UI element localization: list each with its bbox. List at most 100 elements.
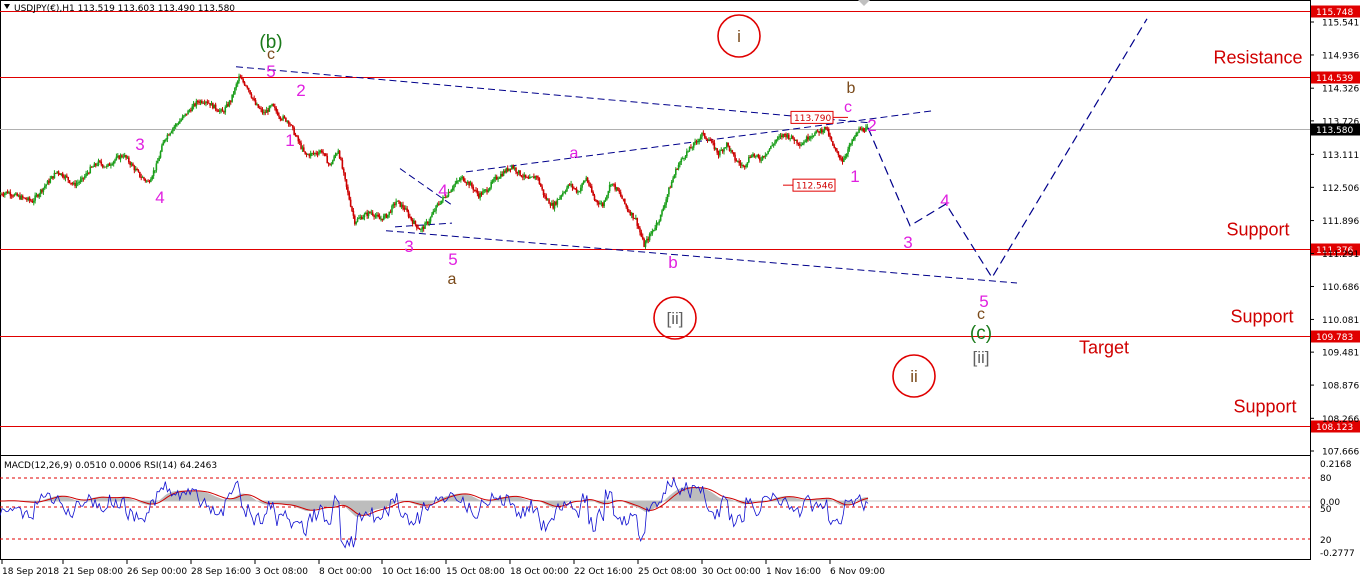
candle-body bbox=[296, 135, 298, 137]
rsi-tick-label: 80 bbox=[1320, 474, 1332, 484]
candle-body bbox=[475, 190, 477, 191]
candle-body bbox=[345, 179, 348, 187]
candle-body bbox=[439, 203, 441, 205]
candle-body bbox=[482, 191, 484, 195]
candle-body bbox=[145, 180, 148, 182]
candle-body bbox=[78, 182, 81, 183]
candle-body bbox=[119, 155, 122, 160]
candle-body bbox=[268, 106, 271, 112]
candle-body bbox=[129, 162, 131, 165]
candle-body bbox=[712, 140, 714, 143]
candle-body bbox=[794, 139, 797, 141]
wave-label: 3 bbox=[404, 237, 413, 256]
candle-body bbox=[745, 164, 747, 168]
candle-body bbox=[776, 137, 779, 140]
candle-body bbox=[370, 212, 373, 214]
candle-body bbox=[708, 140, 710, 142]
level-label: Support bbox=[1233, 397, 1296, 417]
candle-body bbox=[479, 192, 481, 198]
candle-body bbox=[717, 152, 720, 156]
candle-body bbox=[721, 150, 724, 152]
circled-wave-label: i bbox=[737, 27, 741, 46]
candle-body bbox=[628, 210, 630, 213]
indicator-header: MACD(12,26,9) 0.0510 0.0006 RSI(14) 64.2… bbox=[4, 461, 217, 471]
candle-body bbox=[502, 171, 505, 176]
candle-body bbox=[575, 188, 578, 193]
candle-body bbox=[169, 133, 171, 136]
candle-body bbox=[315, 153, 317, 154]
candle-body bbox=[720, 150, 723, 151]
candle-body bbox=[746, 162, 749, 165]
candle-body bbox=[771, 145, 774, 146]
candle-body bbox=[190, 110, 192, 112]
candle-body bbox=[301, 147, 304, 149]
candle-body bbox=[849, 143, 852, 145]
candle-body bbox=[377, 214, 379, 217]
candle-body bbox=[484, 189, 487, 191]
candle-body bbox=[322, 152, 324, 154]
candle-body bbox=[800, 145, 802, 146]
candle-body bbox=[833, 145, 836, 149]
candle-body bbox=[252, 97, 254, 99]
wave-3-short-line bbox=[394, 222, 453, 228]
candle-body bbox=[161, 145, 163, 152]
wave-label: 5 bbox=[979, 292, 988, 311]
candle-body bbox=[768, 148, 771, 151]
candle-body bbox=[214, 104, 217, 110]
candle-body bbox=[832, 141, 834, 146]
candle-body bbox=[404, 208, 407, 210]
candle-body bbox=[836, 150, 838, 152]
y-tick-label: 108.876 bbox=[1322, 382, 1359, 392]
candle-body bbox=[858, 128, 860, 133]
candle-body bbox=[374, 215, 377, 217]
candle-body bbox=[757, 155, 760, 158]
wave-circle bbox=[717, 14, 761, 58]
candle-body bbox=[641, 236, 644, 239]
candle-body bbox=[316, 153, 319, 155]
candle-body bbox=[432, 211, 435, 215]
wave-label: b bbox=[668, 253, 677, 272]
candle-body bbox=[46, 180, 49, 185]
candle-body bbox=[282, 116, 284, 120]
candle-body bbox=[398, 200, 400, 202]
header-arrow-icon bbox=[4, 4, 10, 9]
candle-body bbox=[501, 174, 503, 176]
candle-body bbox=[43, 186, 46, 188]
candle-body bbox=[365, 212, 367, 215]
candle-body bbox=[741, 165, 743, 166]
candle-body bbox=[764, 155, 767, 157]
wave-label: 4 bbox=[438, 181, 447, 200]
candle-body bbox=[819, 129, 822, 133]
candle-body bbox=[92, 166, 94, 168]
candle-body bbox=[325, 153, 327, 156]
candle-body bbox=[613, 183, 615, 185]
candle-body bbox=[661, 210, 663, 215]
candle-body bbox=[566, 187, 568, 192]
y-tick-label: 109.481 bbox=[1322, 349, 1359, 359]
candle-body bbox=[756, 155, 758, 156]
candle-body bbox=[349, 199, 352, 207]
macd-tick-label: 0.00 bbox=[1320, 498, 1340, 508]
x-tick-label: 18 Oct 00:00 bbox=[510, 567, 569, 577]
candle-body bbox=[528, 177, 531, 179]
candle-body bbox=[19, 195, 21, 200]
y-tick-label: 110.081 bbox=[1322, 316, 1359, 326]
y-tick-label: 114.936 bbox=[1322, 51, 1359, 61]
candle-body bbox=[1, 193, 3, 195]
candle-body bbox=[852, 139, 855, 141]
candle-body bbox=[216, 109, 218, 111]
candle-body bbox=[104, 166, 107, 168]
candle-body bbox=[385, 214, 388, 218]
candle-body bbox=[396, 200, 399, 202]
candle-body bbox=[50, 176, 53, 179]
candle-body bbox=[617, 187, 619, 191]
candle-body bbox=[692, 142, 695, 148]
candle-body bbox=[477, 193, 480, 198]
wave-label: 4 bbox=[155, 188, 164, 207]
candle-body bbox=[466, 181, 469, 184]
candle-body bbox=[695, 141, 698, 143]
level-price-tag bbox=[1311, 5, 1360, 18]
candle-body bbox=[229, 101, 232, 102]
x-tick-label: 8 Oct 00:00 bbox=[319, 567, 372, 577]
candle-body bbox=[21, 195, 24, 198]
